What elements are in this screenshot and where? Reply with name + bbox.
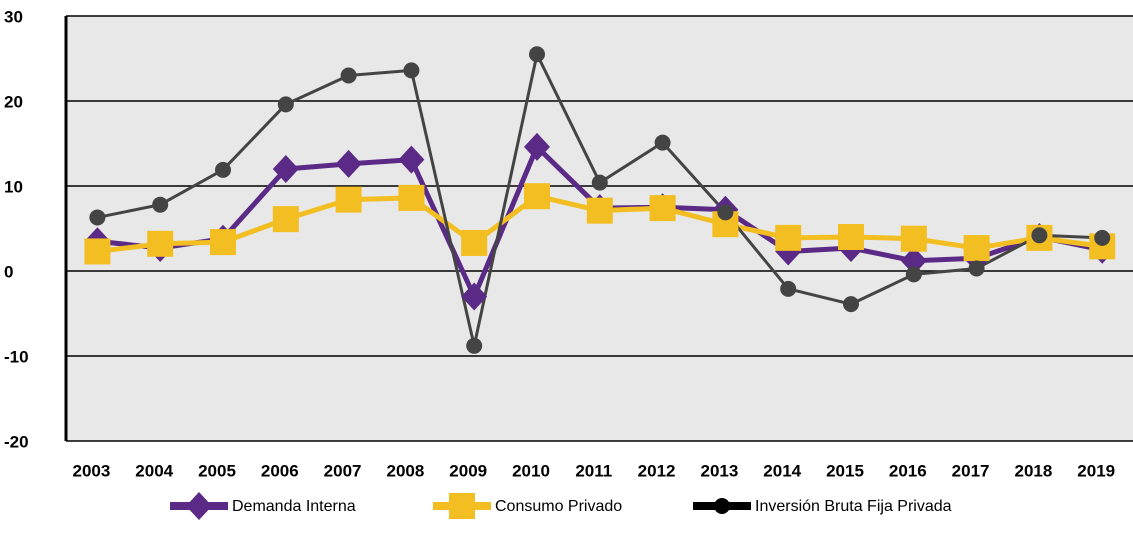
x-tick-label: 2014	[763, 461, 801, 480]
data-point	[717, 204, 734, 221]
data-point	[84, 238, 111, 265]
y-tick-label: -20	[4, 432, 29, 451]
data-point	[586, 197, 613, 224]
data-point	[461, 229, 488, 256]
x-tick-label: 2017	[952, 461, 990, 480]
x-tick-label: 2019	[1077, 461, 1115, 480]
data-point	[210, 229, 236, 256]
legend-label: Inversión Bruta Fija Privada	[755, 498, 952, 515]
y-tick-label: 10	[4, 177, 23, 196]
x-tick-label: 2013	[700, 461, 738, 480]
x-tick-label: 2011	[575, 461, 612, 480]
x-tick-label: 2007	[324, 461, 362, 480]
data-point	[900, 246, 927, 275]
data-point	[147, 230, 174, 257]
data-point	[152, 196, 169, 213]
data-point	[89, 209, 106, 226]
x-tick-label: 2004	[135, 461, 173, 480]
y-tick-label: -10	[4, 347, 29, 366]
data-point	[1031, 227, 1048, 244]
x-tick-label: 2003	[72, 461, 110, 480]
data-point	[335, 186, 362, 213]
data-point	[843, 296, 859, 313]
data-point	[649, 195, 676, 222]
data-point	[838, 224, 864, 250]
y-tick-label: 30	[4, 7, 23, 26]
legend-label: Consumo Privado	[495, 498, 622, 515]
x-tick-label: 2005	[198, 461, 236, 480]
x-tick-label: 2015	[826, 461, 864, 480]
data-point	[272, 206, 299, 233]
x-tick-label: 2016	[889, 461, 927, 480]
x-tick-label: 2012	[638, 461, 676, 480]
x-tick-label: 2010	[512, 461, 550, 480]
data-point	[403, 62, 420, 79]
legend-marker	[449, 493, 475, 519]
data-point	[529, 46, 545, 63]
data-point	[780, 280, 797, 297]
data-point	[461, 282, 488, 311]
y-tick-label: 20	[4, 92, 23, 111]
data-point	[775, 224, 802, 251]
data-point	[466, 337, 483, 354]
legend-marker	[186, 492, 212, 520]
data-point	[524, 183, 550, 210]
legend-label: Demanda Interna	[232, 498, 356, 515]
data-point	[215, 161, 231, 178]
data-point	[524, 132, 550, 161]
x-tick-label: 2018	[1014, 461, 1052, 480]
data-point	[398, 184, 425, 211]
data-point	[900, 225, 927, 252]
data-point	[335, 149, 362, 178]
data-point	[963, 235, 990, 262]
data-point	[398, 145, 425, 174]
plot-area	[66, 16, 1133, 441]
x-tick-label: 2009	[449, 461, 487, 480]
data-point	[905, 266, 922, 283]
data-point	[272, 155, 299, 183]
data-point	[277, 96, 294, 113]
data-point	[654, 134, 671, 151]
x-tick-label: 2008	[386, 461, 424, 480]
data-point	[1094, 229, 1111, 246]
data-point	[591, 174, 608, 191]
legend-marker	[714, 498, 730, 514]
x-tick-label: 2006	[261, 461, 299, 480]
data-point	[340, 67, 357, 84]
data-point	[968, 260, 985, 277]
y-tick-label: 0	[4, 262, 13, 281]
